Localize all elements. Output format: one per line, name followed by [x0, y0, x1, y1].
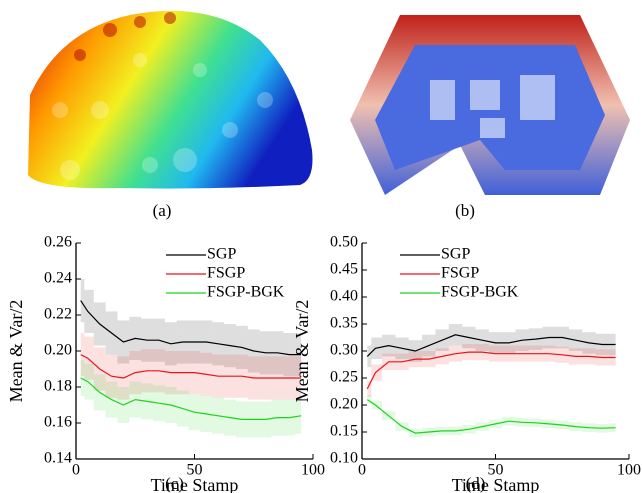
x-tick-label: 0 [72, 462, 80, 479]
chart-caption: (d) [466, 474, 486, 493]
y-tick-label: 0.18 [44, 378, 72, 395]
band-slice [84, 289, 94, 333]
image-caption: (b) [455, 201, 475, 220]
y-tick-label: 0.24 [44, 270, 72, 287]
y-tick-label: 0.22 [44, 306, 72, 323]
x-tick-label: 100 [617, 462, 641, 479]
band-slice [80, 279, 85, 323]
y-tick-label: 0.20 [44, 342, 72, 359]
y-tick-label: 0.20 [330, 396, 358, 413]
band-slice [371, 364, 383, 381]
y-axis-label: Mean & Var/2 [292, 300, 312, 403]
x-axis-label: Time Stamp [151, 475, 239, 493]
y-tick-label: 0.14 [44, 450, 72, 467]
band-slice [84, 363, 94, 400]
image-a [28, 10, 313, 189]
legend-label: FSGP [207, 265, 245, 282]
y-axis-label: Mean & Var/2 [6, 300, 26, 403]
legend-label: SGP [207, 246, 236, 263]
y-tick-label: 0.30 [330, 342, 358, 359]
series-line [366, 334, 616, 357]
x-tick-label: 100 [301, 462, 325, 479]
band-slice [367, 345, 372, 368]
y-tick-label: 0.25 [330, 369, 358, 386]
legend-label: FSGP-BGK [207, 284, 285, 301]
y-tick-label: 0.15 [330, 423, 358, 440]
band-slice [367, 395, 372, 404]
y-tick-label: 0.10 [330, 450, 358, 467]
series-line [366, 351, 616, 390]
chart-caption: (c) [165, 474, 184, 493]
y-tick-label: 0.26 [44, 234, 72, 251]
y-tick-label: 0.35 [330, 315, 358, 332]
series-line [80, 377, 302, 420]
y-tick-label: 0.16 [44, 414, 72, 431]
band-slice [367, 380, 372, 397]
series-line [366, 399, 616, 434]
band-slice [80, 360, 85, 396]
band-slice [371, 400, 383, 410]
series-line [80, 300, 302, 356]
y-tick-label: 0.40 [330, 288, 358, 305]
x-tick-label: 50 [187, 462, 203, 479]
image-b [350, 15, 630, 195]
band-slice [80, 333, 85, 377]
y-tick-label: 0.50 [330, 234, 358, 251]
x-axis-label: Time Stamp [452, 475, 540, 493]
legend-label: FSGP-BGK [441, 284, 519, 301]
series-line [80, 354, 302, 379]
band-slice [84, 336, 94, 380]
legend-label: SGP [441, 246, 470, 263]
x-tick-label: 0 [358, 462, 366, 479]
y-tick-label: 0.45 [330, 261, 358, 278]
image-caption: (a) [153, 201, 172, 220]
legend-label: FSGP [441, 265, 479, 282]
x-tick-label: 50 [488, 462, 504, 479]
